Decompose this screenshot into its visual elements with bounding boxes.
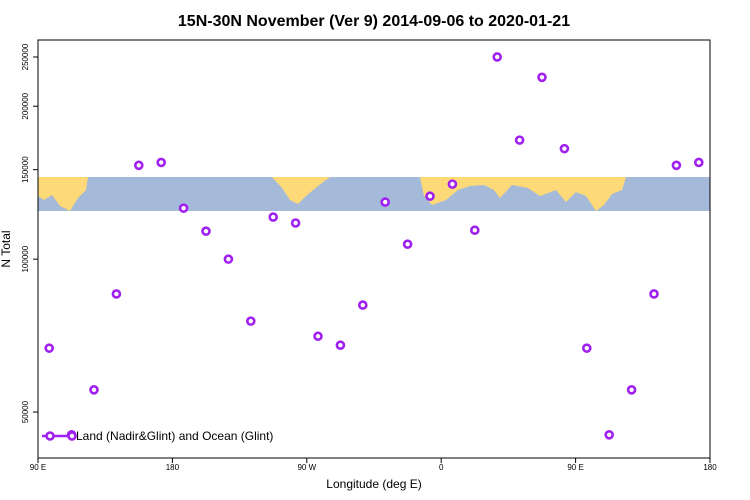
point xyxy=(335,340,346,350)
point xyxy=(559,143,570,154)
plot-frame xyxy=(37,39,711,459)
point xyxy=(693,157,704,168)
x-tick-label: 90 W xyxy=(297,463,316,472)
point xyxy=(111,289,122,299)
point xyxy=(581,343,592,353)
y-tick-label: 200000 xyxy=(21,92,30,119)
point xyxy=(134,160,144,171)
point xyxy=(402,239,413,250)
legend-marker xyxy=(67,431,77,441)
x-tick-label: 90 E xyxy=(567,463,583,472)
point xyxy=(425,191,435,202)
point xyxy=(537,72,547,83)
chart-title: 15N-30N November (Ver 9) 2014-09-06 to 2… xyxy=(178,13,570,30)
point xyxy=(492,52,503,62)
point xyxy=(156,157,166,168)
point xyxy=(178,203,189,213)
point xyxy=(268,212,279,222)
y-tick-label: 50000 xyxy=(21,400,30,423)
point xyxy=(626,385,637,395)
point xyxy=(357,300,368,310)
y-tick-label: 150000 xyxy=(21,156,30,183)
x-tick-label: 180 xyxy=(703,463,717,472)
y-tick-label: 250000 xyxy=(21,43,30,70)
point xyxy=(223,254,234,264)
point xyxy=(514,135,525,145)
x-tick-label: 90 E xyxy=(30,463,46,472)
y-axis-label: N Total xyxy=(0,230,13,267)
world-map-band xyxy=(38,177,710,211)
point xyxy=(246,316,256,326)
point xyxy=(604,430,615,440)
point xyxy=(290,218,301,228)
point xyxy=(201,226,211,236)
legend-label: Land (Nadir&Glint) and Ocean (Glint) xyxy=(76,429,273,443)
point xyxy=(44,343,55,353)
x-axis-label: Longitude (deg E) xyxy=(326,477,421,491)
point xyxy=(89,385,99,395)
point xyxy=(649,289,659,299)
x-tick-label: 0 xyxy=(439,463,444,472)
point xyxy=(447,179,458,189)
point xyxy=(313,331,323,342)
y-tick-label: 100000 xyxy=(21,245,30,272)
x-tick-label: 180 xyxy=(166,463,180,472)
point xyxy=(380,197,391,207)
point xyxy=(469,225,480,236)
legend-marker xyxy=(45,431,55,441)
point xyxy=(671,160,682,171)
